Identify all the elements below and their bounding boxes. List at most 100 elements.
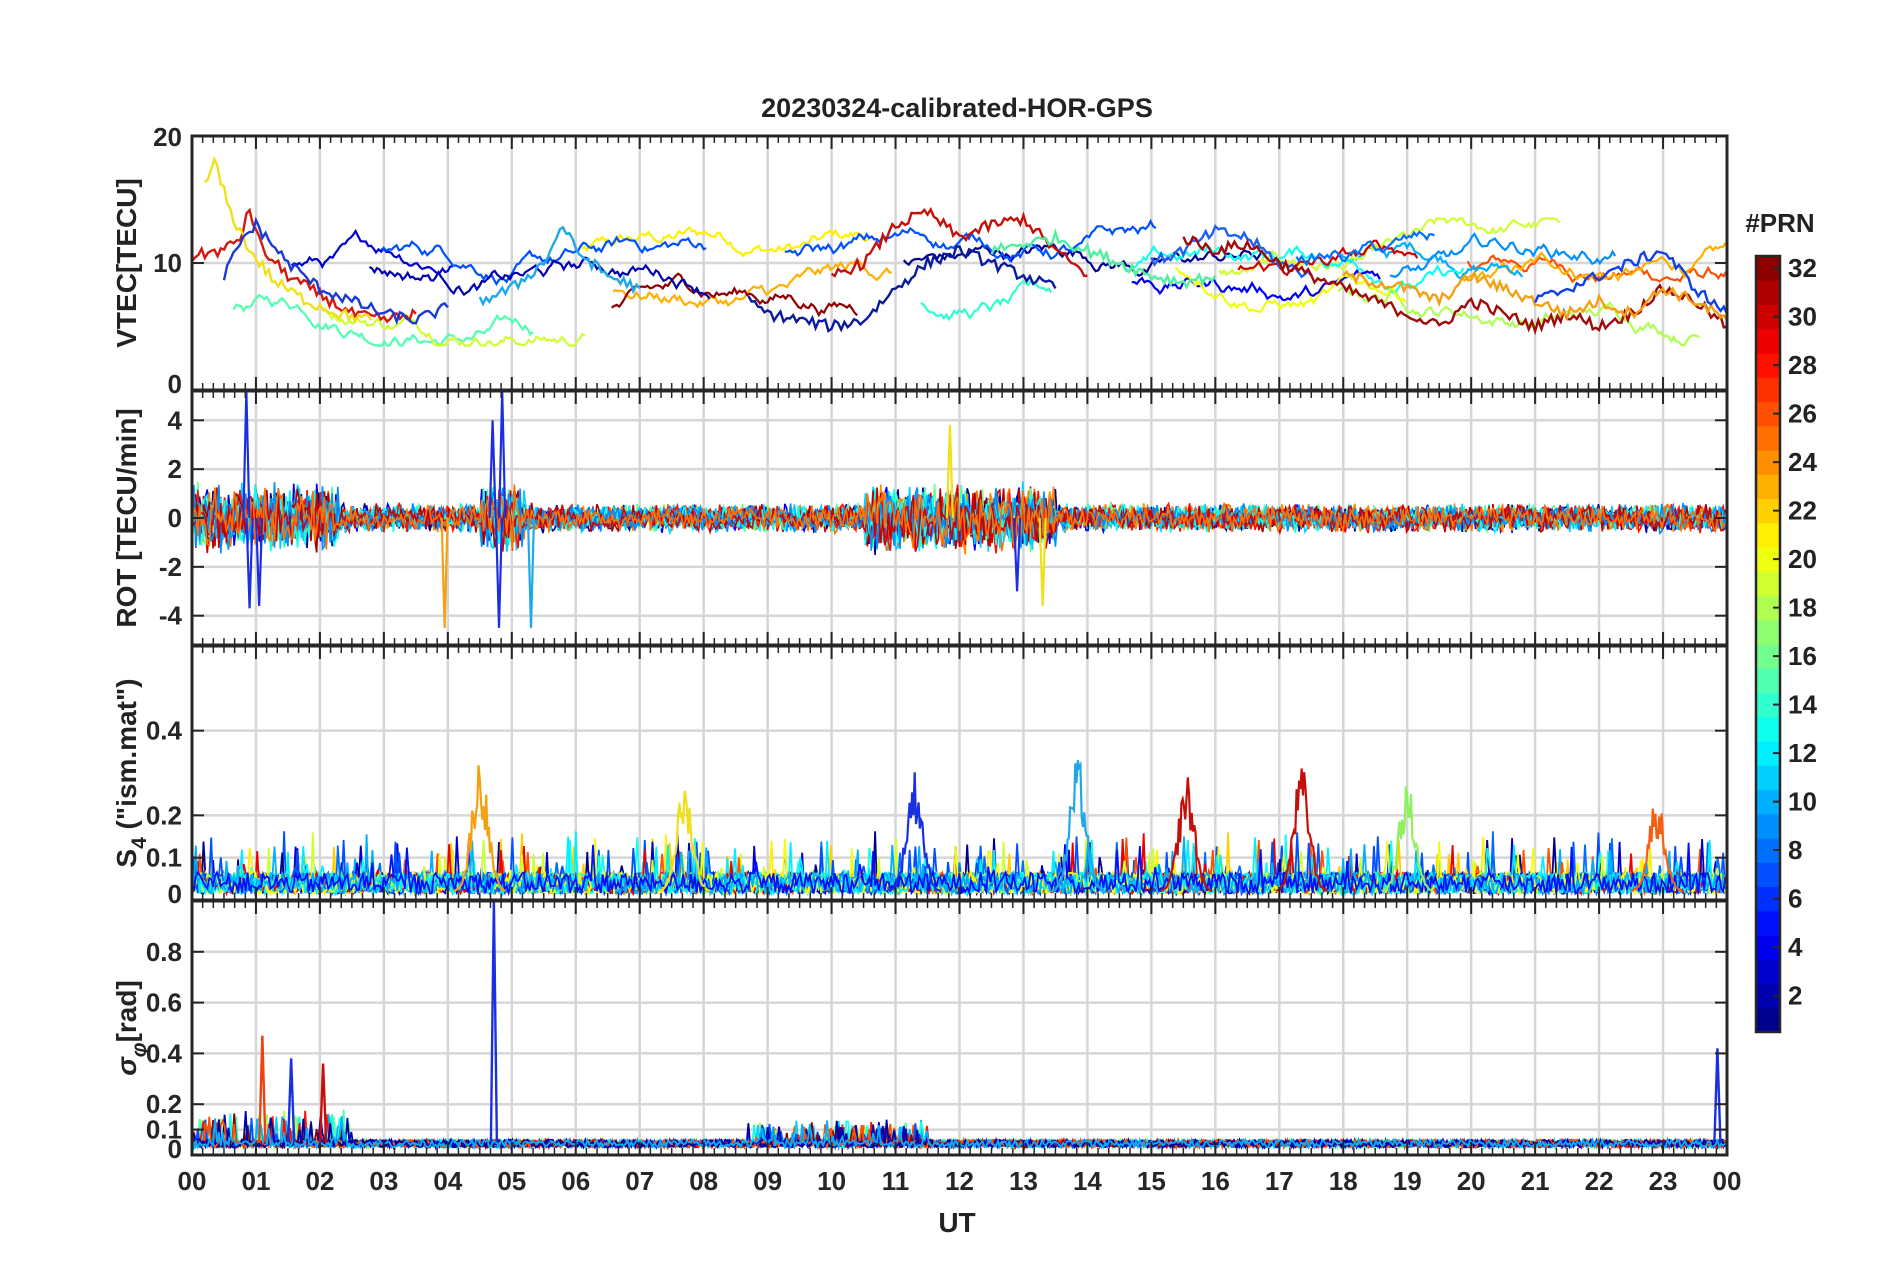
rot-spike — [1012, 517, 1022, 592]
colorbar-swatch — [1756, 571, 1780, 597]
rot-spike — [255, 517, 264, 606]
vtec-trace — [368, 256, 711, 300]
rot-spike — [242, 391, 251, 519]
y-axis-label-rot: ROT [TECU/min] — [111, 408, 142, 627]
y-tick-label: 0.4 — [146, 1038, 183, 1068]
colorbar-swatch — [1756, 280, 1780, 306]
vtec-series-prn-20 — [203, 155, 373, 325]
s4-peak — [658, 790, 711, 892]
x-tick-label: 23 — [1649, 1166, 1678, 1196]
colorbar-tick-label: 32 — [1788, 253, 1817, 283]
y-tick-label: 0.2 — [146, 800, 182, 830]
colorbar-swatch — [1756, 716, 1780, 742]
colorbar-tick-label: 26 — [1788, 399, 1817, 429]
vtec-series-prn-3 — [747, 245, 1057, 333]
s4-peak — [1630, 808, 1683, 893]
x-tick-label: 09 — [753, 1166, 782, 1196]
y-tick-label: 0 — [168, 503, 182, 533]
vtec-trace — [380, 235, 707, 287]
vtec-trace — [784, 218, 1157, 263]
s4-peak — [453, 765, 506, 892]
y-axis-label-sub: 4 — [128, 837, 151, 849]
vtec-series-prn-15 — [990, 227, 1217, 290]
panel-rot: -4 -2 0 2 4 ROT [TECU/min] — [111, 389, 1729, 647]
x-tick-label: 10 — [817, 1166, 846, 1196]
colorbar-tick-label: 12 — [1788, 738, 1817, 768]
x-tick-label: 17 — [1265, 1166, 1294, 1196]
y-tick-label: 20 — [153, 122, 182, 152]
vtec-series-prn-7 — [1534, 250, 1727, 315]
s4-peak — [1381, 786, 1434, 893]
vtec-series-prn-22 — [1342, 269, 1727, 322]
colorbar-swatch — [1756, 522, 1780, 548]
x-tick-label: 16 — [1201, 1166, 1230, 1196]
x-tick-label: 01 — [241, 1166, 270, 1196]
sigma-peak — [286, 1058, 296, 1143]
y-axis-label-vtec: VTEC[TECU] — [111, 178, 142, 348]
colorbar-swatch — [1756, 474, 1780, 500]
colorbar-tick-label: 24 — [1788, 447, 1817, 477]
x-tick-label: 04 — [433, 1166, 462, 1196]
x-tick-label: 22 — [1585, 1166, 1614, 1196]
colorbar-swatch — [1756, 328, 1780, 354]
colorbar-swatch — [1756, 425, 1780, 451]
vtec-series-prn-11 — [478, 225, 641, 307]
colorbar-tick-label: 6 — [1788, 884, 1802, 914]
colorbar-swatch — [1756, 813, 1780, 839]
vtec-trace — [232, 293, 534, 347]
panel-border — [190, 899, 1729, 1157]
y-tick-label: 0 — [168, 879, 182, 909]
y-axis-label-sigma_phi: σφ[rad] — [111, 980, 151, 1076]
x-tick-label: 07 — [625, 1166, 654, 1196]
rot-spike — [526, 517, 536, 628]
rot-spike — [945, 425, 955, 519]
y-tick-label: 0.6 — [146, 988, 182, 1018]
y-axis-label-main: σ — [111, 1056, 142, 1076]
y-tick-label: 0.8 — [146, 937, 182, 967]
colorbar-swatch — [1756, 619, 1780, 645]
panel-vtec: 0 10 20 VTEC[TECU] — [111, 122, 1729, 399]
s4-peak — [1160, 777, 1213, 892]
sigma-peak — [1713, 1048, 1722, 1143]
vtec-trace — [323, 306, 586, 347]
y-tick-label: 2 — [168, 454, 182, 484]
data-vtec — [192, 155, 1727, 347]
rot-spike — [488, 420, 497, 519]
vtec-trace — [920, 278, 1053, 322]
y-axis-label-rest: ("ism.mat") — [111, 678, 142, 837]
s4-peak — [1052, 760, 1104, 892]
colorbar-tick-label: 30 — [1788, 302, 1817, 332]
x-tick-label: 00 — [178, 1166, 207, 1196]
colorbar-swatch — [1756, 377, 1780, 403]
vtec-trace — [581, 225, 872, 258]
y-tick-label: 0.2 — [146, 1089, 182, 1119]
y-tick-label: -2 — [159, 552, 182, 582]
vtec-trace — [612, 259, 892, 309]
x-tick-label: 08 — [689, 1166, 718, 1196]
sigma-peak — [489, 901, 499, 1143]
vtec-trace — [1389, 232, 1617, 279]
rot-spike — [1038, 517, 1047, 606]
colorbar-swatch — [1756, 910, 1780, 936]
colorbar-tick-label: 20 — [1788, 544, 1817, 574]
vtec-series-prn-5 — [222, 216, 449, 326]
y-axis-label-s4: S4 ("ism.mat") — [111, 678, 151, 867]
x-tick-label: 19 — [1393, 1166, 1422, 1196]
colorbar-tick-label: 14 — [1788, 690, 1817, 720]
x-tick-label: 00 — [1713, 1166, 1742, 1196]
x-tick-label: 18 — [1329, 1166, 1358, 1196]
vtec-trace — [611, 272, 858, 318]
colorbar-label: #PRN — [1745, 208, 1814, 238]
x-tick-label: 13 — [1009, 1166, 1038, 1196]
colorbar-swatch — [1756, 668, 1780, 694]
rot-spike — [245, 517, 254, 609]
data-rot — [192, 391, 1726, 628]
s4-peak — [1275, 768, 1328, 892]
vtec-trace — [1295, 230, 1435, 267]
colorbar-tick-label: 28 — [1788, 350, 1817, 380]
rot-spike — [498, 391, 507, 519]
x-tick-label: 20 — [1457, 1166, 1486, 1196]
x-tick-label: 12 — [945, 1166, 974, 1196]
y-tick-label: 0 — [168, 1134, 182, 1164]
